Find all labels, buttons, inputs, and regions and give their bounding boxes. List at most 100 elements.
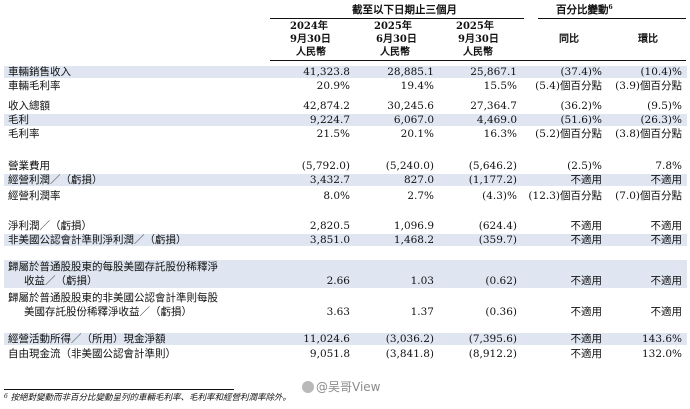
row-value-q2-2025: 30,245.6 [387,100,434,112]
row-value-q3-2024: 11,024.6 [303,333,350,345]
row-value-yoy: 不適用 [570,333,603,345]
watermark: @吴哥View [316,380,381,394]
row-value-qoq: 143.6% [641,333,682,345]
row-value-q3-2025: (8,912.2) [468,348,517,360]
band-row-7 [4,174,687,186]
row-value-q2-2025: 1,096.9 [393,220,434,232]
band-row-10 [4,234,687,246]
row-value-qoq: (3.8)個百分點 [615,128,682,140]
row-label: 自由現金流（非美國公認會計準則） [8,348,176,360]
row-value-q3-2024: 3,851.0 [309,234,350,246]
row-label: 毛利 [8,114,29,126]
row-value-qoq: (3.9)個百分點 [615,80,682,92]
row-label: 經營利潤率 [8,190,61,202]
footnote-rule [4,389,234,390]
row-value-q3-2025: (359.7) [478,234,517,246]
row-label: 營業費用 [8,160,50,172]
row-value-q2-2025: 1.03 [410,275,434,287]
row-value-qoq: 不適用 [650,306,683,318]
footnote-text: 按絕對變動而非百分比變動呈列的車輛毛利率、毛利率和經營利潤率除外。 [10,393,292,403]
row-value-q2-2025: 19.4% [400,80,434,92]
row-value-q3-2024: 2,820.5 [309,220,350,232]
yoy-header: 同比 [559,34,579,45]
band-row-4 [4,114,687,126]
row-value-qoq: (7.0)個百分點 [615,190,682,202]
change-footnote-mark: 6 [608,4,613,11]
row-value-q3-2024: 2.66 [326,275,350,287]
row-value-qoq: 不適用 [650,174,683,186]
col3-year: 2025年 [456,21,494,32]
row-value-yoy: 不適用 [570,220,603,232]
row-label-continued: 美國存託股份稀釋淨收益／（虧損） [24,306,192,318]
watermark-logo-icon [302,381,314,393]
row-value-q3-2024: 3,432.7 [309,174,350,186]
row-label: 車輛銷售收入 [8,66,71,78]
row-value-qoq: 132.0% [641,348,682,360]
row-label: 經營利潤／（虧損） [8,174,103,186]
row-value-yoy: (5.2)個百分點 [535,128,602,140]
row-value-yoy: 不適用 [570,234,603,246]
row-value-q3-2024: 20.9% [316,80,350,92]
row-value-q2-2025: 1,468.2 [393,234,434,246]
row-value-q3-2025: 27,364.7 [470,100,517,112]
row-value-yoy: 不適用 [570,174,603,186]
row-value-yoy: (12.3)個百分點 [528,190,602,202]
row-value-q3-2025: (5,646.2) [468,160,517,172]
row-value-q3-2025: (0.62) [485,275,517,287]
row-label: 淨利潤／（虧損） [8,220,92,232]
row-value-yoy: 不適用 [570,275,603,287]
row-value-q3-2025: 15.5% [483,80,517,92]
row-value-q3-2024: 21.5% [316,128,350,140]
col1-date: 9月30日 [290,34,331,45]
row-value-qoq: 7.8% [655,160,682,172]
row-value-q3-2025: (4.3)% [482,190,517,202]
row-value-q2-2025: 6,067.0 [393,114,434,126]
row-value-q3-2024: 9,224.7 [309,114,350,126]
band-row-11 [4,260,687,288]
row-label: 毛利率 [8,128,40,140]
row-value-qoq: (10.4)% [640,66,682,78]
row-value-q3-2024: 8.0% [323,190,350,202]
row-label: 經營活動所得／（所用）現金淨額 [8,333,166,345]
row-value-q2-2025: 28,885.1 [387,66,434,78]
change-header-rule [538,18,686,19]
row-value-yoy: 不適用 [570,348,603,360]
header-bottom-rule [270,60,686,61]
row-value-yoy: (2.5)% [567,160,602,172]
footnote-mark: 6 [4,393,8,400]
period-header: 截至以下日期止三個月 [352,4,457,16]
qoq-header: 環比 [638,34,658,45]
col3-currency: 人民幣 [463,47,493,58]
row-value-q3-2024: 42,874.2 [303,100,350,112]
row-value-yoy: (51.6)% [560,114,602,126]
band-row-13 [4,333,687,345]
row-value-q2-2025: (5,240.0) [385,160,434,172]
row-value-q3-2024: 41,323.8 [303,66,350,78]
row-label-continued: 收益／（虧損） [24,275,98,287]
row-value-q3-2025: 16.3% [483,128,517,140]
col1-year: 2024年 [290,21,328,32]
row-value-q3-2025: (1,177.2) [468,174,517,186]
col2-year: 2025年 [374,21,412,32]
row-label: 收入總額 [8,100,50,112]
row-label: 非美國公認會計準則淨利潤／（虧損） [8,234,187,246]
row-value-yoy: (36.2)% [560,100,602,112]
row-label: 歸屬於普通股股東的每股美國存託股份稀釋淨 [8,261,218,273]
row-value-qoq: (9.5)% [647,100,682,112]
row-value-q3-2025: 25,867.1 [470,66,517,78]
col2-currency: 人民幣 [380,47,410,58]
row-value-yoy: 不適用 [570,306,603,318]
row-value-q3-2024: 3.63 [326,306,350,318]
row-value-q2-2025: 827.0 [403,174,434,186]
col3-date: 9月30日 [458,34,499,45]
row-value-yoy: (37.4)% [560,66,602,78]
row-value-q3-2024: (5,792.0) [301,160,350,172]
row-value-q3-2024: 9,051.8 [309,348,350,360]
row-value-q3-2025: (624.4) [478,220,517,232]
band-row-1 [4,66,687,78]
row-value-q3-2025: (0.36) [485,306,517,318]
row-value-qoq: (26.3)% [640,114,682,126]
row-value-q2-2025: 2.7% [407,190,434,202]
col1-currency: 人民幣 [296,47,326,58]
